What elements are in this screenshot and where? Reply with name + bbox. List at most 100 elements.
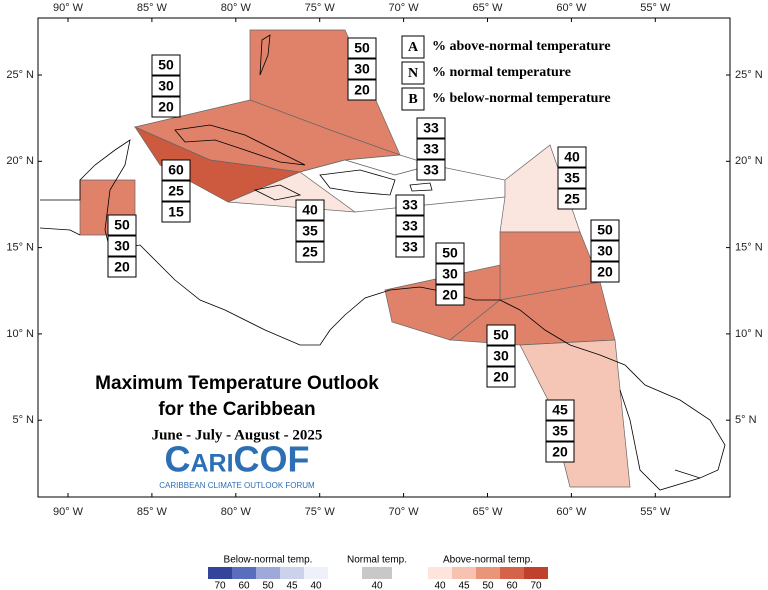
probability-box bbox=[295, 199, 325, 221]
probability-box bbox=[435, 263, 465, 285]
lat-label: 25° N bbox=[735, 69, 763, 81]
probability-box bbox=[107, 214, 137, 236]
probability-value: 20 bbox=[597, 264, 613, 280]
probability-box bbox=[590, 261, 620, 283]
probability-value: 35 bbox=[552, 423, 568, 439]
region bbox=[299, 159, 506, 213]
colorbar-swatch bbox=[476, 567, 500, 579]
logo-tagline: CARIBBEAN CLIMATE OUTLOOK FORUM bbox=[159, 481, 315, 490]
probability-labels: 50 30 20 50 30 20 60 25 15 40 35 25 50 30 20 33 33 33 33 33… bbox=[107, 37, 620, 463]
colorbar-swatch bbox=[256, 567, 280, 579]
colorbar-title: Below-normal temp. bbox=[224, 555, 313, 566]
colorbar-tick: 50 bbox=[262, 581, 274, 590]
colorbar-title: Normal temp. bbox=[347, 555, 407, 566]
colorbar-tick: 45 bbox=[458, 581, 470, 590]
lon-label: 60° W bbox=[556, 2, 587, 14]
key-box bbox=[401, 87, 425, 111]
probability-value: 30 bbox=[354, 61, 370, 77]
colorbar-swatch bbox=[232, 567, 256, 579]
lon-label: 75° W bbox=[305, 2, 336, 14]
coastline bbox=[39, 227, 81, 236]
key-letter: A bbox=[408, 40, 419, 55]
coastlines bbox=[39, 34, 726, 491]
coastline bbox=[409, 182, 433, 192]
probability-value: 50 bbox=[158, 57, 174, 73]
title-line: Maximum Temperature Outlook bbox=[95, 373, 379, 394]
lon-label: 70° W bbox=[389, 506, 420, 518]
probability-box bbox=[161, 180, 191, 202]
probability-box bbox=[486, 366, 516, 388]
probability-value: 25 bbox=[168, 183, 184, 199]
probability-box bbox=[435, 284, 465, 306]
lat-label: 5° N bbox=[12, 414, 34, 426]
key-letter: B bbox=[408, 92, 417, 107]
probability-box bbox=[545, 399, 575, 421]
probability-value: 50 bbox=[354, 40, 370, 56]
probability-value: 20 bbox=[552, 444, 568, 460]
probability-box bbox=[347, 37, 377, 59]
colorbar-swatch bbox=[428, 567, 452, 579]
key-text: % below-normal temperature bbox=[432, 91, 611, 106]
probability-box bbox=[557, 167, 587, 189]
probability-box bbox=[435, 242, 465, 264]
probability-value: 35 bbox=[302, 223, 318, 239]
probability-value: 60 bbox=[168, 162, 184, 178]
probability-value: 33 bbox=[423, 162, 439, 178]
probability-box bbox=[557, 188, 587, 210]
probability-box bbox=[295, 241, 325, 263]
colorbar-tick: 40 bbox=[434, 581, 446, 590]
colorbar: Below-normal temp. 70 60 50 45 40 Normal temp.… bbox=[208, 555, 548, 590]
lon-label: 90° W bbox=[53, 506, 84, 518]
title-line: for the Caribbean bbox=[158, 399, 315, 420]
probability-box bbox=[151, 75, 181, 97]
probability-value: 35 bbox=[564, 170, 580, 186]
colorbar-tick: 50 bbox=[482, 581, 494, 590]
colorbar-tick: 40 bbox=[371, 581, 383, 590]
probability-value: 20 bbox=[114, 259, 130, 275]
probability-value: 25 bbox=[302, 244, 318, 260]
lon-label: 80° W bbox=[221, 2, 252, 14]
lon-label: 85° W bbox=[137, 2, 168, 14]
colorbar-tick: 70 bbox=[214, 581, 226, 590]
colorbar-tick: 45 bbox=[286, 581, 298, 590]
key-letter: N bbox=[408, 66, 418, 81]
coastline bbox=[174, 124, 306, 166]
probability-box bbox=[107, 235, 137, 257]
probability-value: 40 bbox=[564, 149, 580, 165]
probability-value: 30 bbox=[597, 243, 613, 259]
probability-box bbox=[161, 201, 191, 223]
lat-label: 10° N bbox=[735, 328, 763, 340]
probability-box bbox=[557, 146, 587, 168]
probability-value: 33 bbox=[402, 218, 418, 234]
colorbar-title: Above-normal temp. bbox=[443, 555, 533, 566]
probability-box bbox=[295, 220, 325, 242]
lon-label: 85° W bbox=[137, 506, 168, 518]
probability-value: 20 bbox=[442, 287, 458, 303]
probability-box bbox=[416, 117, 446, 139]
lat-label: 20° N bbox=[6, 155, 34, 167]
probability-box bbox=[151, 96, 181, 118]
probability-box bbox=[545, 420, 575, 442]
lat-label: 15° N bbox=[735, 242, 763, 254]
probability-value: 50 bbox=[597, 222, 613, 238]
lon-label: 65° W bbox=[472, 506, 503, 518]
probability-box bbox=[486, 324, 516, 346]
colorbar-swatch bbox=[452, 567, 476, 579]
lon-label: 55° W bbox=[640, 506, 671, 518]
probability-value: 33 bbox=[402, 197, 418, 213]
colorbar-swatch bbox=[208, 567, 232, 579]
probability-value: 25 bbox=[564, 191, 580, 207]
lon-label: 90° W bbox=[53, 2, 84, 14]
lat-label: 25° N bbox=[6, 69, 34, 81]
probability-value: 30 bbox=[442, 266, 458, 282]
coastline bbox=[253, 184, 302, 201]
colorbar-swatch bbox=[500, 567, 524, 579]
key: A % above-normal temperature N % normal tem… bbox=[401, 35, 611, 111]
key-box bbox=[401, 61, 425, 85]
colorbar-tick: 40 bbox=[310, 581, 322, 590]
probability-box bbox=[545, 441, 575, 463]
coastline bbox=[40, 139, 726, 479]
lat-label: 15° N bbox=[6, 242, 34, 254]
probability-box bbox=[590, 240, 620, 262]
colorbar-swatch bbox=[280, 567, 304, 579]
